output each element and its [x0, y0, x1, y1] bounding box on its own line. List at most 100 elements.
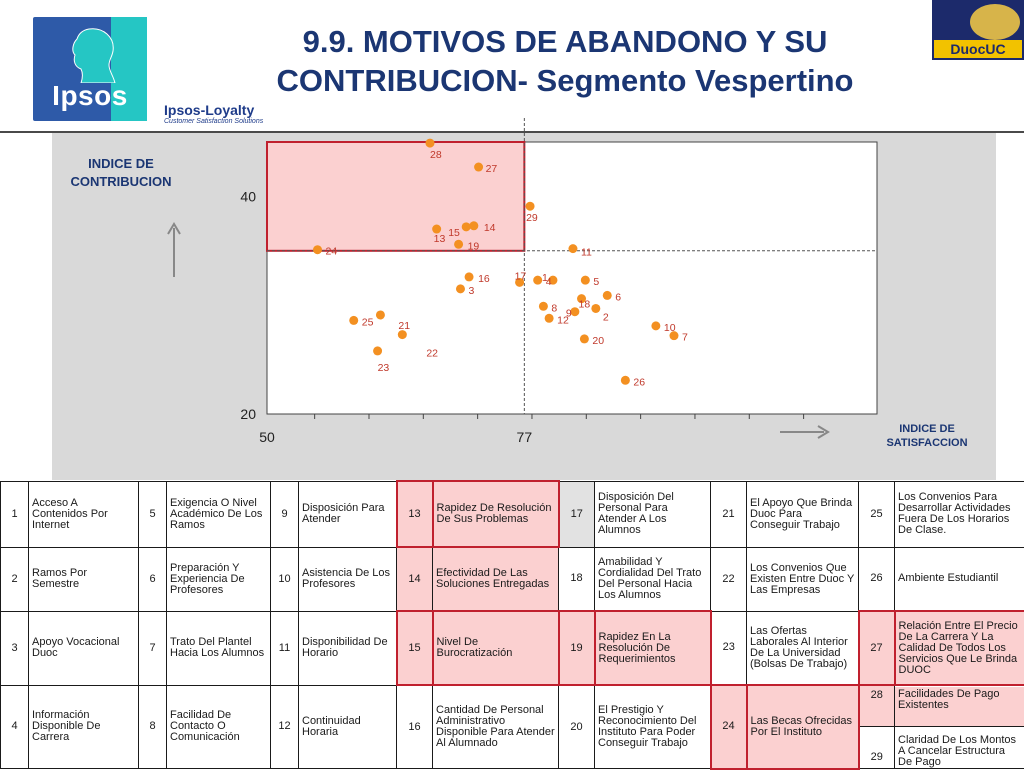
legend-text: Preparación Y Experiencia De Profesores — [167, 547, 271, 611]
legend-text: Disposición Del Personal Para Atender A … — [595, 481, 711, 547]
data-label-17: 17 — [515, 270, 527, 282]
legend-number: 23 — [711, 611, 747, 685]
legend-text: El Apoyo Que Brinda Duoc Para Conseguir … — [747, 481, 859, 547]
data-label-19: 19 — [468, 240, 480, 252]
x-tick-label: 50 — [259, 429, 275, 445]
data-label-10: 10 — [664, 322, 676, 334]
legend-number: 20 — [559, 685, 595, 769]
data-point-11 — [568, 244, 577, 253]
legend-number: 7 — [139, 611, 167, 685]
data-point-16 — [465, 272, 474, 281]
data-label-27: 27 — [486, 163, 498, 175]
data-label-28: 28 — [430, 149, 442, 161]
data-point-26 — [621, 376, 630, 385]
data-point-28 — [425, 139, 434, 148]
legend-number: 29 — [860, 727, 895, 768]
data-label-4: 4 — [546, 276, 552, 288]
data-point-25 — [349, 316, 358, 325]
legend-number: 9 — [271, 481, 299, 547]
legend-text: Exigencia O Nivel Académico De Los Ramos — [167, 481, 271, 547]
legend-text: Trato Del Plantel Hacia Los Alumnos — [167, 611, 271, 685]
legend-number: 17 — [559, 481, 595, 547]
legend-text: Continuidad Horaria — [299, 685, 397, 769]
legend-number: 22 — [711, 547, 747, 611]
data-point-2 — [591, 304, 600, 313]
data-point-29 — [526, 202, 535, 211]
data-label-26: 26 — [633, 376, 645, 388]
legend-text: Información Disponible De Carrera — [29, 685, 139, 769]
legend-text: El Prestigio Y Reconocimiento Del Instit… — [595, 685, 711, 769]
legend-text: Apoyo Vocacional Duoc — [29, 611, 139, 685]
legend-number: 24 — [711, 685, 747, 769]
data-label-22: 22 — [426, 348, 438, 360]
legend-number: 11 — [271, 611, 299, 685]
legend-text: Rapidez En La Resolución De Requerimient… — [595, 611, 711, 685]
y-tick-label: 40 — [240, 188, 256, 204]
data-label-25: 25 — [362, 316, 374, 328]
legend-number: 15 — [397, 611, 433, 685]
data-label-29: 29 — [526, 212, 538, 224]
data-label-12: 12 — [557, 314, 569, 326]
data-label-24: 24 — [326, 246, 338, 258]
data-point-24 — [313, 245, 322, 254]
legend-text: Amabilidad Y Cordialidad Del Trato Del P… — [595, 547, 711, 611]
legend-text: Las Ofertas Laborales Al Interior De La … — [747, 611, 859, 685]
legend-number: 25 — [859, 481, 895, 547]
data-label-16: 16 — [478, 273, 490, 285]
legend-text: Los Convenios Que Existen Entre Duoc Y L… — [747, 547, 859, 611]
legend-number: 3 — [1, 611, 29, 685]
data-label-11: 11 — [581, 247, 592, 259]
data-point-19 — [454, 240, 463, 249]
x-axis-label-line1: INDICE DE — [899, 423, 955, 435]
legend-text: Relación Entre El Precio De La Carrera Y… — [895, 611, 1024, 685]
data-point-20 — [580, 334, 589, 343]
data-label-14: 14 — [484, 222, 496, 234]
legend-number: 1 — [1, 481, 29, 547]
y-tick-label: 20 — [240, 406, 256, 422]
data-point-3 — [456, 284, 465, 293]
legend-number: 4 — [1, 685, 29, 769]
legend-number: 26 — [859, 547, 895, 611]
data-point-6 — [603, 291, 612, 300]
legend-text: Acceso A Contenidos Por Internet — [29, 481, 139, 547]
legend-number: 5 — [139, 481, 167, 547]
data-point-15 — [462, 222, 471, 231]
legend-text: Facilidad De Contacto O Comunicación — [167, 685, 271, 769]
legend-text: Ambiente Estudiantil — [895, 547, 1024, 611]
data-point-21 — [376, 310, 385, 319]
legend-text: Claridad De Los Montos A Cancelar Estruc… — [895, 727, 1024, 768]
legend-number: 12 — [271, 685, 299, 769]
data-label-20: 20 — [592, 335, 604, 347]
data-label-13: 13 — [434, 233, 446, 245]
legend-number: 27 — [859, 611, 895, 685]
data-label-23: 23 — [378, 362, 390, 374]
legend-text: Ramos Por Semestre — [29, 547, 139, 611]
highlight-quadrant — [267, 142, 524, 251]
legend-number: 28 — [860, 686, 895, 727]
data-point-8 — [539, 302, 548, 311]
data-label-8: 8 — [551, 302, 557, 314]
legend-text: Las Becas Ofrecidas Por El Instituto — [747, 685, 859, 769]
data-point-5 — [581, 276, 590, 285]
legend-text: Rapidez De Resolución De Sus Problemas — [433, 481, 559, 547]
legend-text: Los Convenios Para Desarrollar Actividad… — [895, 481, 1024, 547]
legend-number: 19 — [559, 611, 595, 685]
legend-number: 2 — [1, 547, 29, 611]
y-axis-label-line2: CONTRIBUCION — [70, 174, 171, 189]
x-tick-label: 77 — [517, 429, 533, 445]
data-point-10 — [651, 321, 660, 330]
data-label-2: 2 — [603, 311, 609, 323]
data-label-21: 21 — [398, 320, 410, 332]
right-arrow-icon — [780, 426, 828, 438]
data-label-7: 7 — [682, 332, 688, 344]
legend-text: Cantidad De Personal Administrativo Disp… — [433, 685, 559, 769]
legend-number: 18 — [559, 547, 595, 611]
legend-number: 21 — [711, 481, 747, 547]
data-point-14 — [469, 221, 478, 230]
